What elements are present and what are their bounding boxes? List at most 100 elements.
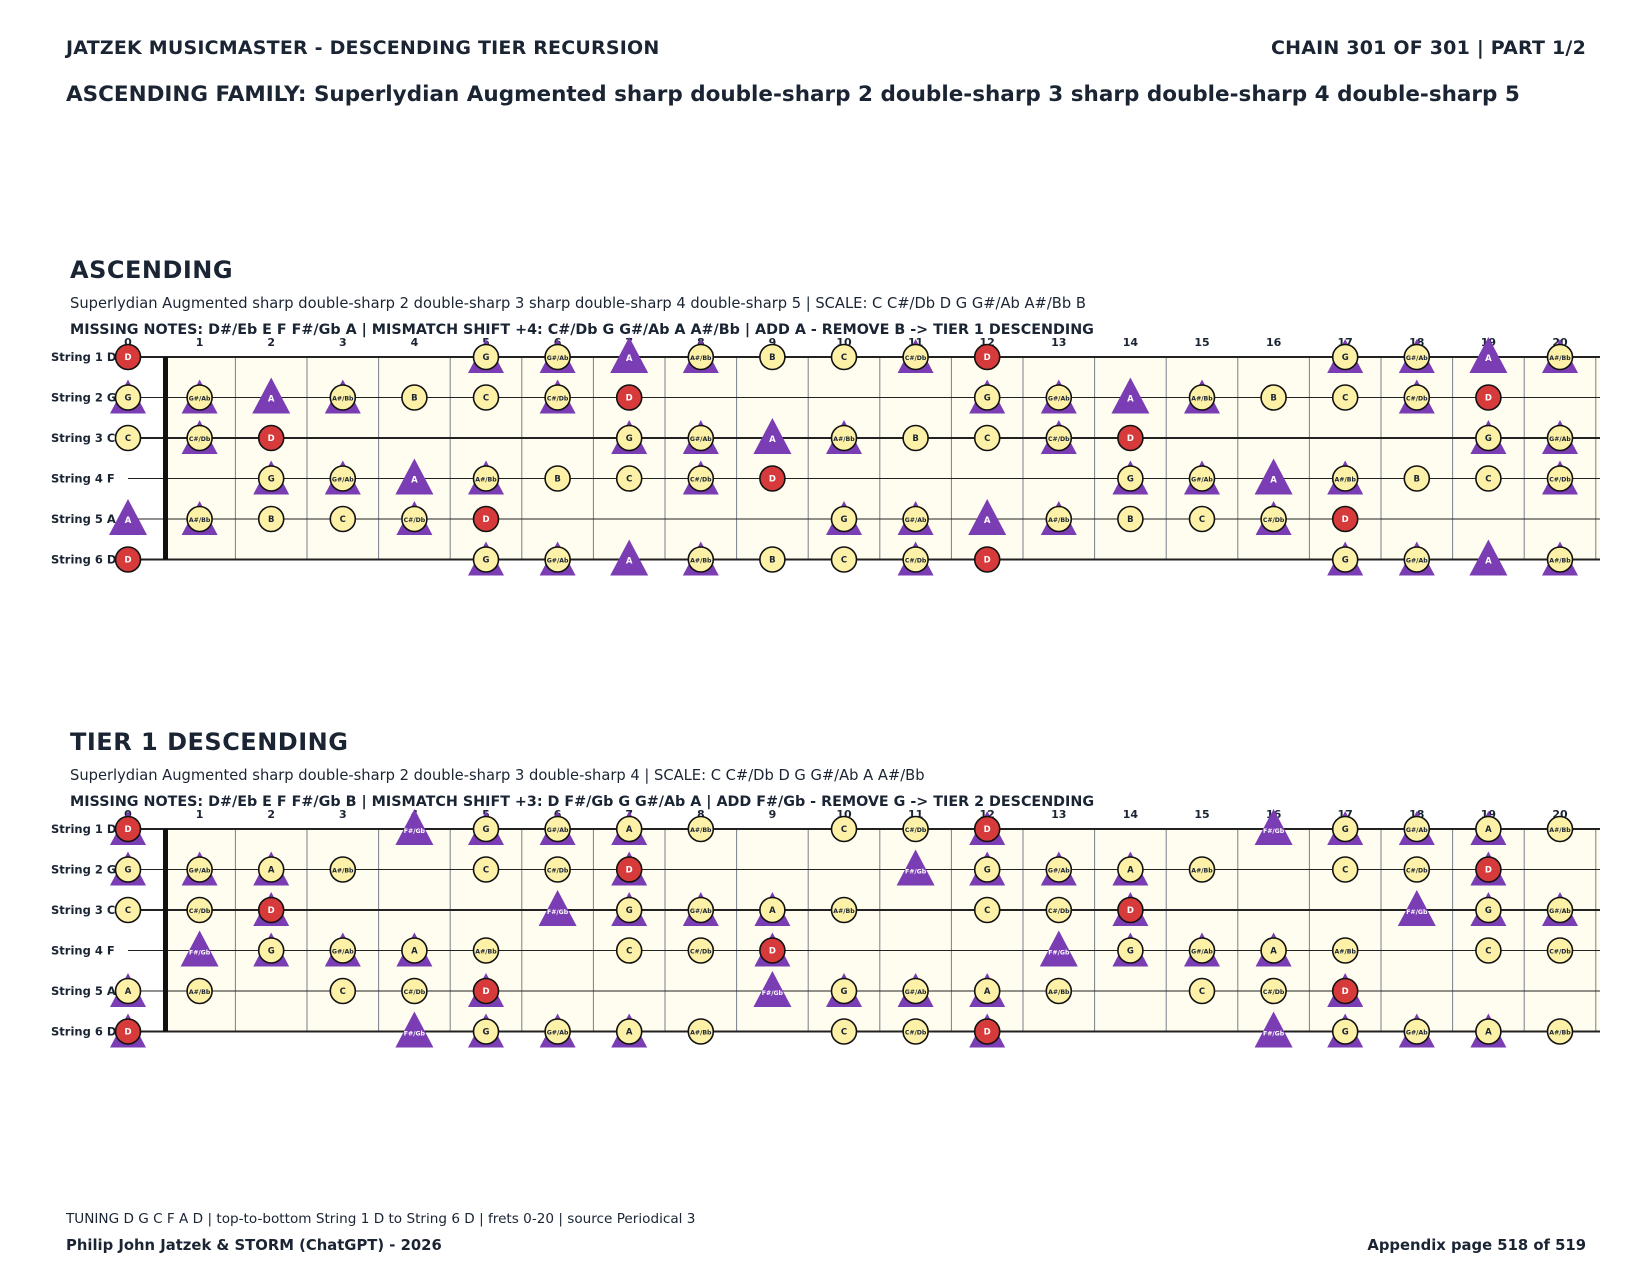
note-marker: D <box>110 811 146 845</box>
note-marker: G#/Ab <box>1398 541 1435 576</box>
note-marker: D <box>1331 505 1359 533</box>
note-circle <box>1403 546 1431 573</box>
note-circle <box>687 937 715 964</box>
note-marker: C <box>329 977 357 1005</box>
note-marker: C <box>472 856 500 883</box>
note-label: G#/Ab <box>690 436 712 443</box>
note-label: B <box>268 515 274 525</box>
note-marker: G <box>110 851 146 886</box>
note-marker: C <box>830 815 858 843</box>
note-circle <box>1331 505 1359 533</box>
note-label: D <box>124 825 131 835</box>
note-marker: G <box>611 420 648 454</box>
triangle-marker <box>252 377 291 414</box>
note-marker: A#/Bb <box>687 815 715 843</box>
note-marker: G#/Ab <box>897 973 934 1007</box>
note-marker: G#/Ab <box>1398 1013 1435 1048</box>
note-marker: C <box>1475 465 1502 492</box>
note-marker: A#/Bb <box>682 339 719 373</box>
note-circle <box>544 546 571 573</box>
note-label: G#/Ab <box>905 989 927 996</box>
note-marker: C#/Db <box>902 815 929 843</box>
note-circle <box>687 1018 715 1045</box>
note-label: A#/Bb <box>1335 477 1357 484</box>
note-circle <box>1117 465 1144 492</box>
note-marker: D <box>1112 892 1149 926</box>
note-label: G#/Ab <box>1048 868 1070 875</box>
note-label: C <box>626 947 632 957</box>
note-circle <box>830 815 858 843</box>
note-label: G <box>1342 556 1349 566</box>
triangle-marker <box>896 849 935 886</box>
note-circle <box>615 896 643 924</box>
triangle-marker <box>1111 377 1150 414</box>
string-label: String 6 D <box>51 1025 116 1039</box>
note-label: G <box>1485 906 1492 916</box>
triangle-marker <box>1254 1011 1293 1048</box>
note-label: A#/Bb <box>1549 355 1571 362</box>
note-marker: A#/Bb <box>830 896 858 924</box>
note-marker: C <box>615 465 643 492</box>
note-label: A <box>769 906 776 916</box>
note-marker: C#/Db <box>897 541 934 576</box>
note-label: G#/Ab <box>1406 1030 1428 1037</box>
note-marker: F#/Gb <box>1254 809 1293 845</box>
note-circle <box>687 424 715 452</box>
note-label: C#/Db <box>1549 477 1571 484</box>
note-marker: C#/Db <box>682 460 719 495</box>
note-circle <box>401 977 428 1005</box>
note-circle <box>687 343 715 371</box>
note-circle <box>759 896 786 924</box>
fret-number: 4 <box>411 336 419 349</box>
note-marker: B <box>902 424 929 452</box>
note-marker: D <box>754 932 791 967</box>
note-circle <box>973 546 1001 573</box>
note-circle <box>1475 856 1502 883</box>
note-circle <box>257 856 285 883</box>
note-marker: A#/Bb <box>1546 815 1574 843</box>
note-marker: A#/Bb <box>682 541 719 576</box>
note-label: G <box>483 556 490 566</box>
note-circle <box>1331 465 1359 492</box>
note-circle <box>257 465 285 492</box>
section-missing-ascending: MISSING NOTES: D#/Eb E F F#/Gb A | MISMA… <box>70 322 1094 338</box>
note-circle <box>544 384 571 411</box>
note-circle <box>186 856 213 883</box>
note-marker: A <box>1469 539 1508 576</box>
note-marker: A#/Bb <box>468 460 504 495</box>
note-circle <box>687 815 715 843</box>
note-circle <box>329 856 357 883</box>
note-circle <box>114 815 142 843</box>
triangle-marker <box>395 458 434 495</box>
note-label: B <box>769 556 775 566</box>
page-number: Appendix page 518 of 519 <box>1367 1237 1586 1254</box>
note-marker: A <box>1112 851 1149 886</box>
note-label: C <box>1199 515 1205 525</box>
note-marker: G <box>468 339 504 373</box>
note-label: F#/Gb <box>404 1031 426 1038</box>
note-circle <box>1403 384 1431 411</box>
fret-number: 2 <box>267 808 275 821</box>
note-circle <box>472 505 500 533</box>
string-label: String 2 G <box>51 863 116 877</box>
note-circle <box>615 856 643 883</box>
note-circle <box>830 546 858 573</box>
note-circle <box>759 465 786 492</box>
section-title-tier1: TIER 1 DESCENDING <box>70 728 349 756</box>
fret-number: 1 <box>196 808 204 821</box>
note-label: G <box>1342 353 1349 363</box>
note-circle <box>1403 1018 1431 1045</box>
note-marker: G <box>1327 541 1364 576</box>
note-circle <box>1403 343 1431 371</box>
note-marker: D <box>973 343 1001 371</box>
note-circle <box>1331 546 1359 573</box>
note-marker: D <box>969 1013 1006 1048</box>
note-circle <box>1331 856 1359 883</box>
note-label: G <box>483 353 490 363</box>
note-label: C#/Db <box>1048 436 1070 443</box>
note-label: A#/Bb <box>475 949 497 956</box>
note-marker: G#/Ab <box>539 541 576 576</box>
note-marker: F#/Gb <box>1397 890 1436 926</box>
note-label: F#/Gb <box>547 909 569 916</box>
note-circle <box>472 1018 500 1045</box>
